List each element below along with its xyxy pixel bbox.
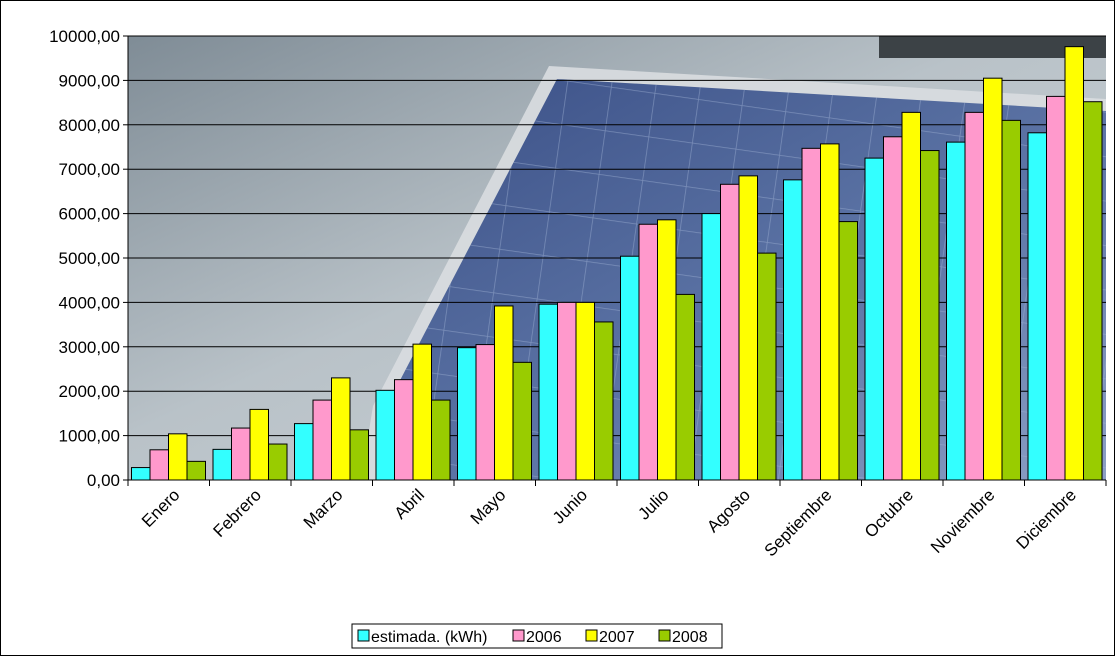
- legend: estimada. (kWh) 2006 2007 2008: [351, 623, 723, 649]
- x-tick-label: Mayo: [467, 485, 510, 528]
- legend-swatch: [512, 629, 525, 642]
- x-tick-label: Noviembre: [927, 485, 999, 557]
- bar-abril-series-3: [412, 343, 432, 481]
- x-axis-labels: Enero Febrero Marzo Abril Mayo Junio Julio Agos…: [138, 485, 1080, 560]
- x-tick-label: Octubre: [861, 485, 917, 541]
- bar-marzo-series-3: [331, 377, 351, 481]
- y-tick-label: 1000,00: [59, 427, 120, 446]
- bar-mayo-series-4: [512, 361, 532, 481]
- y-tick-label: 10000,00: [49, 27, 120, 46]
- y-tick-label: 3000,00: [59, 338, 120, 357]
- bar-marzo-series-2: [312, 399, 332, 481]
- bar-octubre-series-1: [864, 157, 884, 481]
- y-tick-label: 4000,00: [59, 293, 120, 312]
- bar-junio-series-3: [575, 301, 595, 481]
- x-tick-label: Junio: [549, 485, 591, 527]
- x-tick-label: Diciembre: [1013, 485, 1081, 553]
- bar-septiembre-series-1: [783, 179, 803, 481]
- bar-noviembre-series-4: [1001, 119, 1021, 481]
- bar-enero-series-2: [149, 449, 169, 481]
- bar-octubre-series-2: [883, 136, 903, 481]
- y-tick-label: 6000,00: [59, 205, 120, 224]
- bar-febrero-series-3: [249, 408, 269, 481]
- y-axis-labels: 0,00 1000,00 2000,00 3000,00 4000,00 5000,00 6…: [49, 27, 120, 490]
- bar-agosto-series-2: [720, 183, 740, 481]
- bar-septiembre-series-2: [801, 147, 821, 481]
- y-tick-label: 8000,00: [59, 116, 120, 135]
- x-tick-label: Abril: [391, 485, 428, 522]
- legend-swatch: [357, 629, 370, 642]
- x-tick-label: Febrero: [210, 485, 266, 541]
- bar-febrero-series-2: [231, 427, 251, 481]
- legend-label: 2007: [599, 629, 635, 646]
- bar-agosto-series-1: [701, 213, 721, 481]
- bar-noviembre-series-3: [983, 77, 1003, 481]
- legend-label: 2006: [526, 629, 562, 646]
- bar-abril-series-2: [394, 379, 414, 481]
- bar-mayo-series-2: [475, 344, 495, 481]
- bar-marzo-series-4: [349, 429, 369, 481]
- y-tick-label: 0,00: [87, 471, 120, 490]
- bar-octubre-series-3: [901, 111, 921, 481]
- bar-septiembre-series-3: [820, 143, 840, 481]
- x-tick-label: Julio: [634, 485, 672, 523]
- legend-swatch: [658, 629, 671, 642]
- bar-junio-series-1: [538, 303, 558, 481]
- bar-febrero-series-4: [268, 443, 288, 481]
- axes: [127, 36, 1107, 486]
- legend-swatch: [585, 629, 598, 642]
- bar-junio-series-4: [594, 321, 614, 481]
- x-tick-label: Agosto: [703, 485, 754, 536]
- bar-julio-series-2: [638, 223, 658, 481]
- x-tick-label: Marzo: [300, 485, 347, 532]
- x-tick-label: Enero: [138, 485, 184, 531]
- bar-julio-series-4: [675, 293, 695, 481]
- bar-julio-series-3: [657, 219, 677, 481]
- legend-label: estimada. (kWh): [371, 629, 487, 646]
- bar-diciembre-series-2: [1046, 95, 1066, 481]
- bar-noviembre-series-2: [964, 111, 984, 481]
- y-tick-label: 5000,00: [59, 249, 120, 268]
- bars: [131, 46, 1103, 481]
- bar-enero-series-1: [131, 467, 151, 481]
- y-tick-label: 2000,00: [59, 382, 120, 401]
- bar-septiembre-series-4: [838, 221, 858, 481]
- bar-agosto-series-3: [738, 175, 758, 481]
- bar-enero-series-3: [168, 433, 188, 481]
- y-tick-label: 9000,00: [59, 71, 120, 90]
- bar-abril-series-4: [431, 399, 451, 481]
- bar-junio-series-2: [557, 301, 577, 481]
- bar-diciembre-series-4: [1083, 101, 1103, 481]
- bar-noviembre-series-1: [946, 141, 966, 481]
- bar-marzo-series-1: [294, 423, 314, 481]
- bar-diciembre-series-1: [1027, 132, 1047, 481]
- y-tick-label: 7000,00: [59, 160, 120, 179]
- bar-febrero-series-1: [212, 448, 232, 481]
- bar-mayo-series-1: [457, 347, 477, 481]
- bar-abril-series-1: [375, 389, 395, 481]
- bar-enero-series-4: [186, 460, 206, 481]
- bar-octubre-series-4: [920, 150, 940, 481]
- bar-diciembre-series-3: [1064, 46, 1084, 481]
- x-tick-label: Septiembre: [761, 485, 836, 560]
- bar-agosto-series-4: [757, 252, 777, 481]
- bar-mayo-series-3: [494, 305, 514, 481]
- bar-julio-series-1: [620, 255, 640, 481]
- legend-label: 2008: [672, 629, 708, 646]
